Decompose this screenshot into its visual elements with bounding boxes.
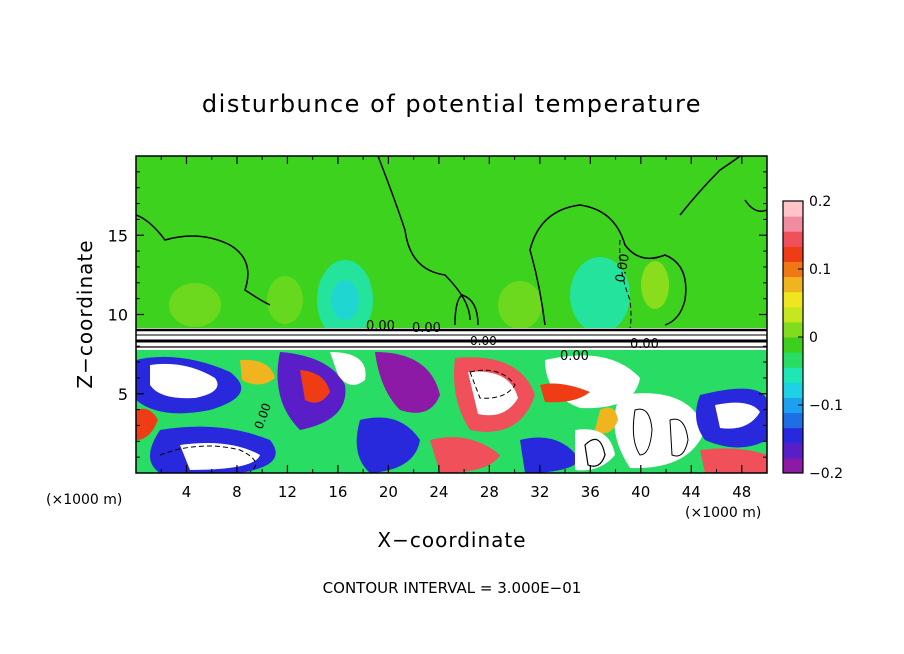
field-patch [498,281,542,329]
contour-line [632,408,653,456]
x-unit-label-right: (×1000 m) [685,505,761,521]
colorbar-tick-label: 0 [809,330,818,346]
field-upper [136,156,767,328]
field-patch [150,363,218,399]
contour-interval-note: CONTOUR INTERVAL = 3.000E−01 [323,579,582,597]
field-patch [595,407,618,434]
contour-label: 0.00 [613,253,633,284]
colorbar-swatch [783,442,803,459]
x-tick-label: 20 [379,483,398,501]
colorbar-swatch [783,337,803,353]
field-patch [468,371,518,416]
field-patch [375,352,440,413]
contour-line [454,294,479,326]
colorbar: 0.2 0.1 0 −0.1 −0.2 [782,194,843,482]
x-tick-label: 16 [328,483,347,501]
colorbar-swatch [783,457,803,474]
contour-line [377,156,471,321]
colorbar-swatch [783,306,803,323]
chart-title: disturbunce of potential temperature [202,90,702,118]
contour-line [744,199,767,212]
x-tick-label: 32 [530,483,549,501]
colorbar-tick-label: −0.2 [809,466,843,482]
y-tick-label: 15 [108,226,128,245]
colorbar-tick-label: −0.1 [809,398,843,414]
x-axis: 4 8 12 16 20 24 28 32 36 40 44 48 [160,156,751,501]
contour-label: 0.00 [630,337,659,352]
contour-line [136,214,271,306]
x-tick-label: 48 [732,483,751,501]
contour-label: 0.00 [560,349,589,364]
x-tick-label: 28 [480,483,499,501]
colorbar-tick-label: 0.2 [809,194,831,210]
contour-line [669,418,689,457]
field-band [136,328,767,350]
field-patch [641,261,669,309]
field-patch [356,417,420,473]
contour-label: 0.00 [470,334,497,348]
colorbar-swatch [783,321,803,338]
colorbar-swatch [783,276,803,293]
colorbar-swatch [783,261,803,278]
field-patch [575,429,615,471]
x-tick-label: 8 [232,483,242,501]
colorbar-swatch [783,216,803,232]
y-axis: 5 10 15 [108,171,767,458]
contour-line [159,445,257,473]
colorbar-swatch [783,201,803,217]
plot-area [136,156,767,473]
contour-label: 0.00 [412,321,441,336]
field-patch [136,408,158,440]
colorbar-swatch [783,367,803,383]
colorbar-swatch [783,427,803,444]
field-patch [331,280,359,320]
contour-line [469,369,516,399]
field-patch [700,448,767,473]
contour-label: 0.00 [366,319,395,334]
colorbar-tick-label: 0.1 [809,262,831,278]
colorbar-swatch [783,397,803,414]
field-patch [715,402,760,429]
colorbar-swatch [783,246,803,262]
x-tick-label: 24 [429,483,448,501]
contour-line [529,204,687,326]
colorbar-swatch [783,412,803,429]
contour-label-group: 0.00 0.00 0.00 0.00 0.00 0.00 0.00 [252,253,659,431]
field-patch [570,257,630,333]
x-tick-label: 44 [682,483,701,501]
y-axis-title: Z−coordinate [73,239,97,388]
x-tick-label: 40 [631,483,650,501]
field-patch [267,276,303,324]
contour-line [584,438,606,467]
field-patch [430,437,500,473]
field-patch [540,383,590,403]
field-patch [240,359,275,385]
colorbar-swatch [783,352,803,368]
y-tick-label: 10 [108,306,128,325]
x-tick-label: 4 [182,483,192,501]
contour-line [679,156,741,216]
field-patch [300,370,330,403]
field-patch [169,283,221,327]
x-tick-label: 36 [581,483,600,501]
x-axis-title: X−coordinate [377,528,526,552]
field-patch [330,352,366,385]
x-tick-label: 12 [278,483,297,501]
colorbar-swatch [783,382,803,398]
x-unit-label-left: (×1000 m) [46,492,122,508]
field-patch [520,437,580,473]
contour-line [619,239,632,329]
colorbar-swatch [783,231,803,247]
y-tick-label: 5 [118,385,128,404]
colorbar-swatch [783,291,803,308]
